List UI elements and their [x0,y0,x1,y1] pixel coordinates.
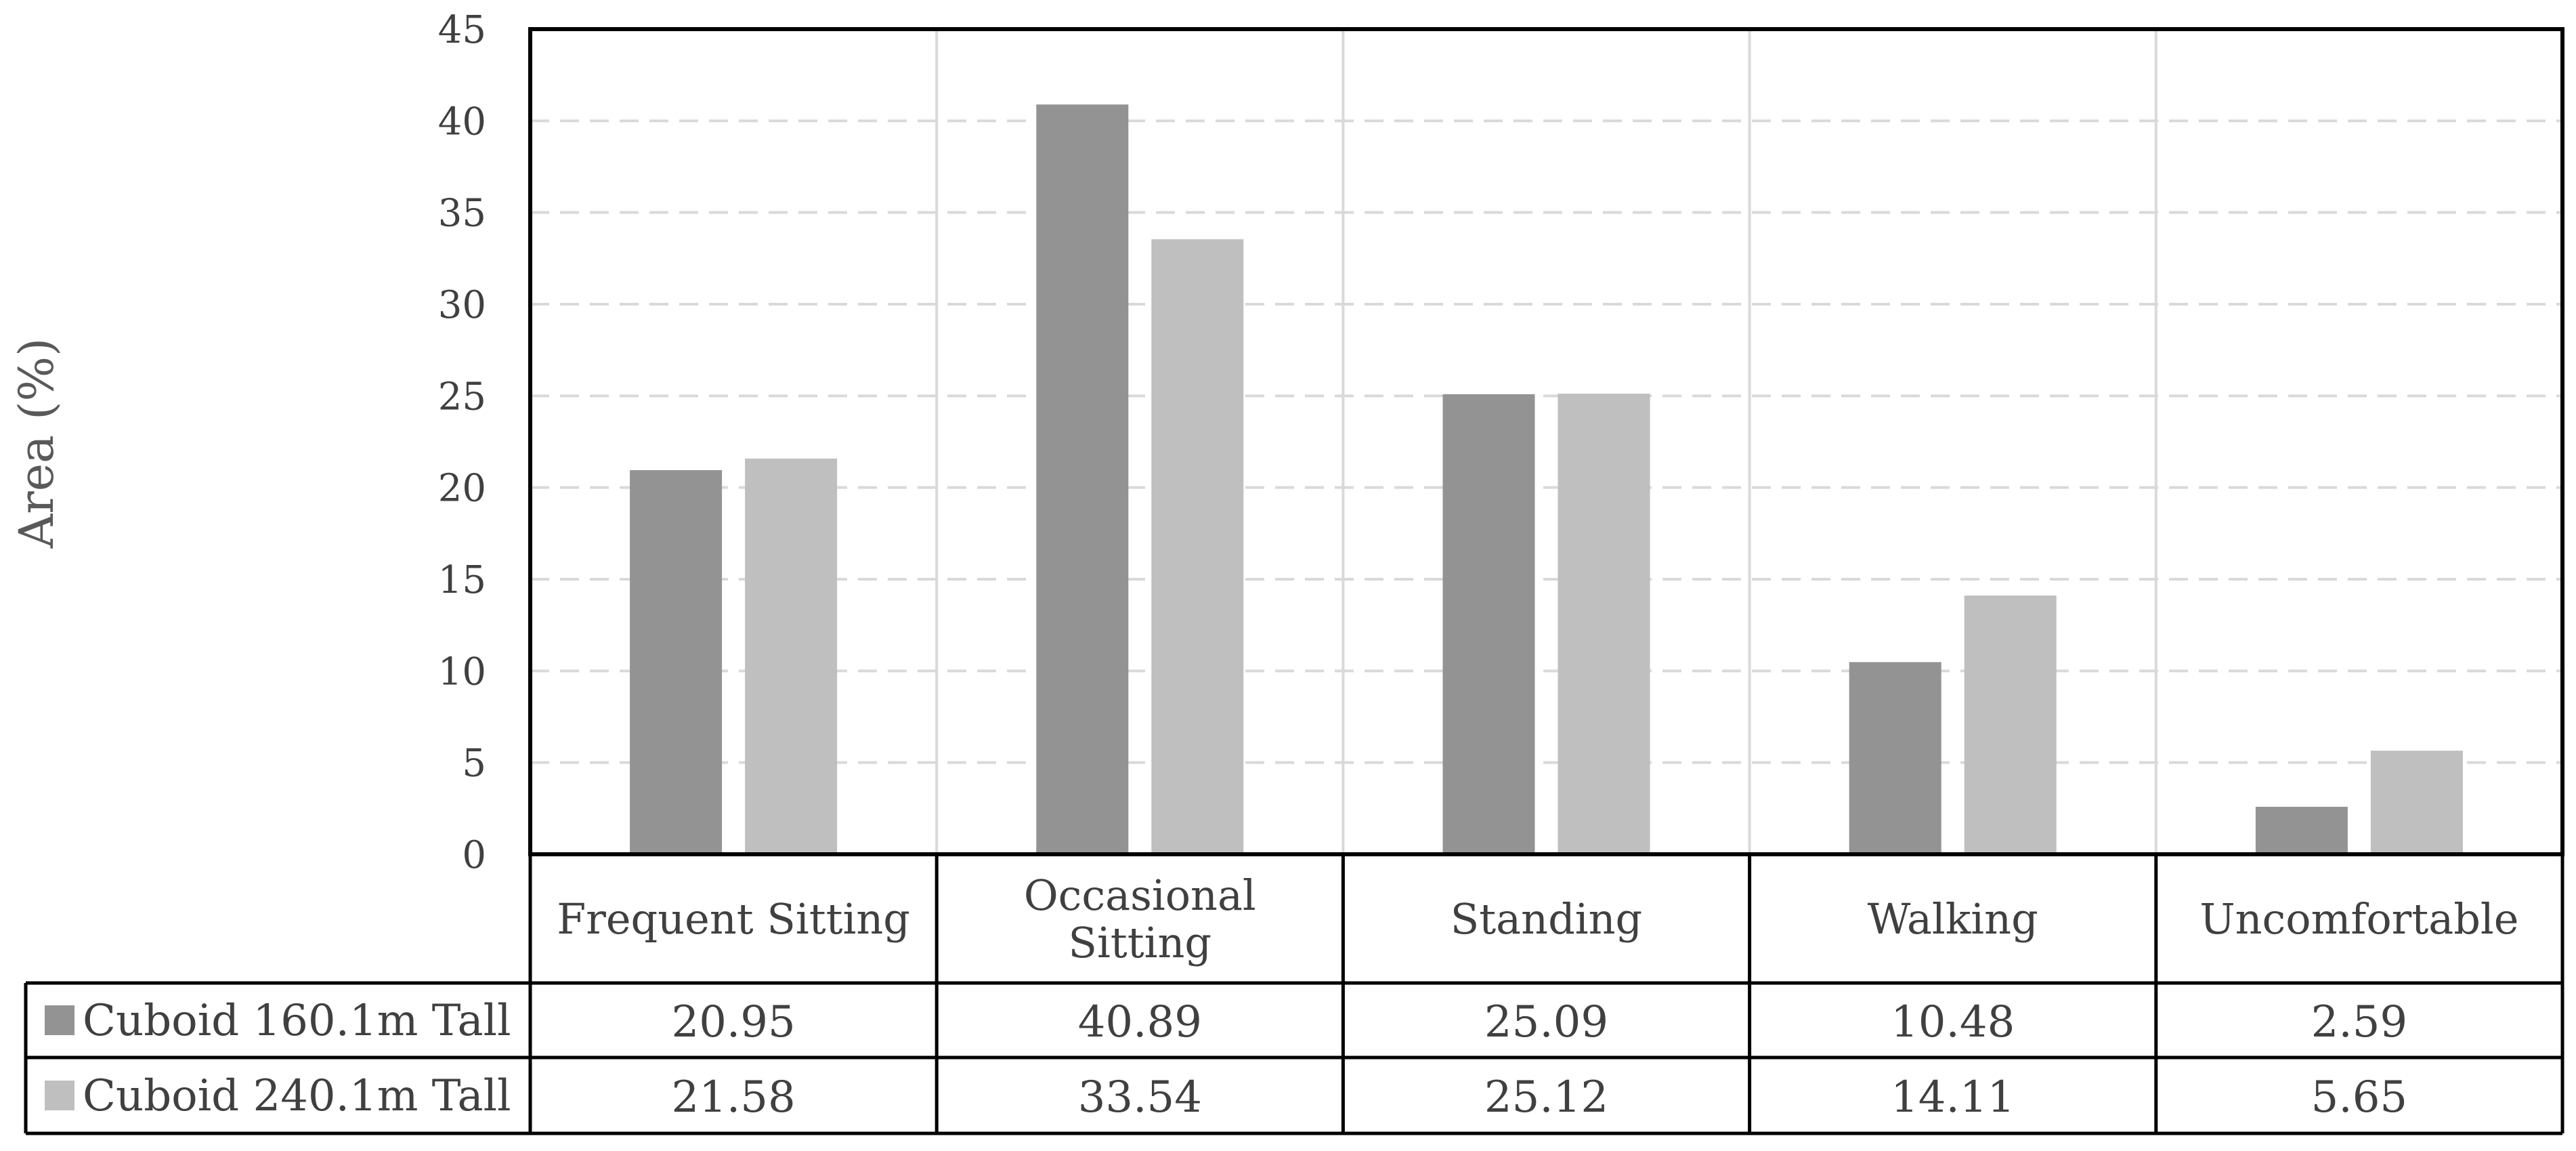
y-tick-label: 5 [462,742,486,786]
y-tick-label: 15 [438,558,486,602]
bar [2255,806,2348,854]
data-cell: 25.09 [1484,997,1608,1047]
y-tick-label: 40 [438,100,486,144]
bar [2370,751,2463,854]
y-tick-label: 30 [438,283,486,327]
bar [1964,595,2057,854]
series-label: Cuboid 240.1m Tall [83,1071,511,1121]
y-tick-label: 10 [438,650,486,694]
category-label: Walking [1868,894,2038,944]
category-label: Occasional Sitting [1024,871,1256,967]
data-cell: 25.12 [1484,1072,1608,1123]
plot-border [528,27,2564,856]
bar [1558,394,1650,854]
bar [745,458,838,854]
legend-swatch [45,1081,74,1110]
y-tick-label: 45 [438,8,486,52]
category-label: Frequent Sitting [557,894,910,944]
data-table: Frequent Sitting Occasional Sitting Standin… [24,854,2564,1135]
series-label: Cuboid 160.1m Tall [83,996,511,1046]
chart-frame [528,27,2564,856]
y-tick-label: 25 [438,375,486,419]
data-cell: 33.54 [1078,1072,1202,1123]
data-cell: 2.59 [2311,997,2408,1047]
bar [1036,104,1129,854]
y-tick-label: 0 [462,833,486,877]
y-tick-label: 20 [438,467,486,511]
data-cell: 5.65 [2311,1072,2408,1123]
y-axis-ticks: 0 5 10 15 20 25 30 35 40 45 [438,8,486,877]
data-cell: 10.48 [1891,997,2015,1047]
grid-lines [530,119,2562,764]
data-cell: 14.11 [1891,1072,2015,1123]
y-tick-label: 35 [438,192,486,236]
y-axis-label: Area (%) [9,338,64,549]
category-label: Standing [1451,894,1642,944]
data-cell: 20.95 [671,997,795,1047]
category-label: Uncomfortable [2199,894,2518,944]
data-cell: 21.58 [671,1072,795,1123]
category-separators [935,29,2158,854]
data-cell: 40.89 [1078,997,1202,1047]
bar [1849,662,1941,854]
bar [1442,394,1535,854]
legend-swatch [45,1005,74,1035]
bar [630,469,723,854]
bars [630,104,2463,855]
bar [1151,239,1244,855]
